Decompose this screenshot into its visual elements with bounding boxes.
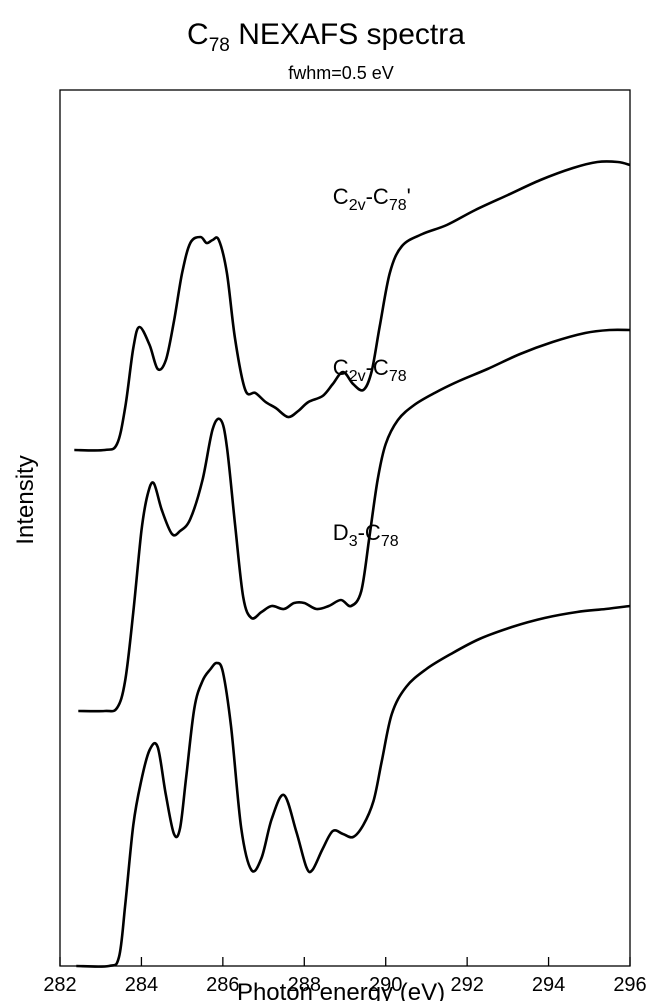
x-axis: 282 284 286 288 290 292 294 296 <box>43 957 647 996</box>
x-tick-label: 282 <box>43 974 76 996</box>
series-label-3: D3-C78 <box>333 520 399 550</box>
chart-title: C78 NEXAFS spectra <box>187 18 465 56</box>
title-rest: NEXAFS spectra <box>230 18 465 51</box>
series-label-part: D <box>333 520 349 545</box>
series-label-2: C2v-C78 <box>333 355 407 385</box>
x-tick-label: 292 <box>450 974 483 996</box>
x-tick-label: 290 <box>369 974 402 996</box>
series-label-part: 78 <box>389 197 407 214</box>
plot-frame <box>59 89 631 967</box>
series-label-part: -C <box>358 520 381 545</box>
series-label-part: -C <box>366 355 389 380</box>
series-line-1 <box>74 160 631 452</box>
x-tick-label: 296 <box>613 974 646 996</box>
series-label-part: 78 <box>389 368 407 385</box>
series-label-1: C2v-C78' <box>333 184 411 214</box>
series-label-part: C <box>333 184 349 209</box>
svg-text:C78 NEXAFS spectra: C78 NEXAFS spectra <box>187 18 465 56</box>
x-tick-label: 288 <box>288 974 321 996</box>
series-line-3 <box>76 604 631 968</box>
series-label-part: C <box>333 355 349 380</box>
series-line-2 <box>78 328 631 713</box>
series-label-part: 78 <box>381 533 399 550</box>
series-label-part: 3 <box>349 533 358 550</box>
title-subscript: 78 <box>209 35 230 56</box>
x-tick-label: 284 <box>125 974 158 996</box>
chart-subtitle: fwhm=0.5 eV <box>288 63 394 83</box>
x-tick-label: 286 <box>206 974 239 996</box>
x-axis-label: Photon energy (eV) <box>237 979 445 1001</box>
spectra-series <box>74 160 631 968</box>
series-label-part: 2v <box>349 368 366 385</box>
title-prefix: C <box>187 18 209 51</box>
x-tick-label: 294 <box>532 974 565 996</box>
series-label-part: -C <box>366 184 389 209</box>
series-label-part: ' <box>407 184 411 209</box>
y-axis-label: Intensity <box>12 455 39 544</box>
series-label-part: 2v <box>349 197 366 214</box>
